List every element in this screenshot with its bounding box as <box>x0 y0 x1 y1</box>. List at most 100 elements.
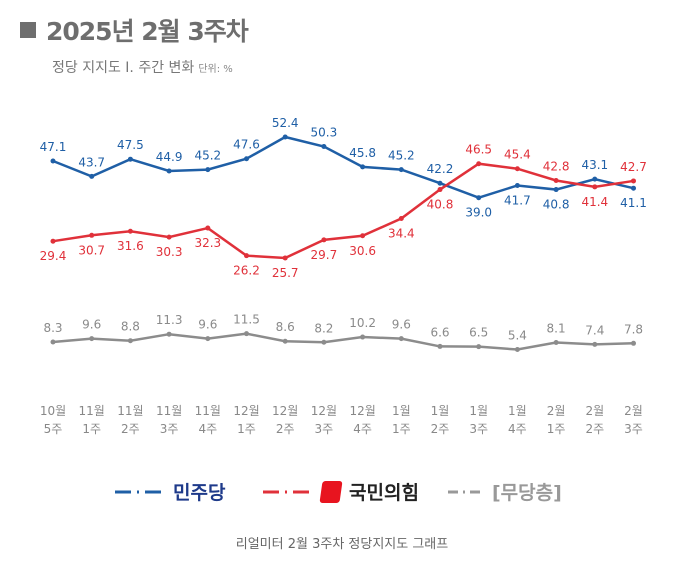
data-label: 43.1 <box>581 158 608 172</box>
x-tick-label: 11월 <box>195 404 221 418</box>
data-label: 9.6 <box>198 318 217 332</box>
legend-label: 국민의힘 <box>349 482 419 504</box>
data-label: 39.0 <box>465 206 492 220</box>
data-point <box>592 176 598 182</box>
ppp-logo-icon <box>319 480 343 503</box>
x-tick-label: 1월 <box>431 404 450 418</box>
data-point <box>398 167 404 173</box>
caption: 리얼미터 2월 3주차 정당지지도 그래프 <box>235 537 449 552</box>
data-point <box>244 253 249 259</box>
data-point <box>514 166 520 172</box>
x-tick-label: 1월 <box>508 404 527 418</box>
data-label: 32.3 <box>194 236 221 250</box>
data-point <box>437 343 443 349</box>
subtitle-text: 정당 지지도 Ⅰ. 주간 변화 <box>52 60 195 76</box>
data-label: 8.2 <box>314 321 333 335</box>
square-bullet-icon <box>20 22 36 38</box>
data-point <box>398 336 404 342</box>
data-point <box>553 187 559 193</box>
data-label: 11.5 <box>233 313 260 327</box>
x-tick-label: 3주 <box>469 422 488 436</box>
data-point <box>166 234 172 240</box>
data-point <box>592 341 598 347</box>
x-tick-label: 2주 <box>431 422 450 436</box>
x-tick-label: 3주 <box>624 422 643 436</box>
data-point <box>89 232 95 238</box>
data-point <box>166 168 172 174</box>
x-tick-label: 12월 <box>272 404 298 418</box>
data-point <box>476 161 482 167</box>
x-tick-label: 1월 <box>392 404 411 418</box>
data-point <box>205 167 211 173</box>
x-tick-label: 2주 <box>276 422 295 436</box>
data-label: 29.7 <box>311 248 338 262</box>
data-label: 50.3 <box>311 126 338 140</box>
x-tick-label: 1주 <box>237 422 256 436</box>
x-tick-label: 5주 <box>44 422 63 436</box>
x-tick-label: 12월 <box>349 404 375 418</box>
data-label: 8.1 <box>547 322 566 336</box>
legend-item-ppp: 국민의힘 <box>263 478 419 505</box>
data-point <box>89 336 95 342</box>
x-tick-label: 1주 <box>547 422 566 436</box>
data-label: 47.1 <box>40 140 67 154</box>
x-tick-label: 11월 <box>117 404 143 418</box>
data-point <box>205 225 211 231</box>
series-line-2 <box>52 332 634 351</box>
series-line-0 <box>52 135 634 200</box>
data-label: 10.2 <box>349 316 376 330</box>
data-label: 41.4 <box>581 195 608 209</box>
chart-subtitle: 정당 지지도 Ⅰ. 주간 변화 단위: % <box>52 57 233 77</box>
data-label: 40.8 <box>543 198 570 212</box>
data-point <box>321 144 327 150</box>
data-label: 7.8 <box>624 322 643 336</box>
data-label: 42.2 <box>427 162 454 176</box>
data-label: 30.7 <box>78 243 105 257</box>
x-tick-label: 2주 <box>585 422 604 436</box>
data-label: 11.3 <box>156 313 183 327</box>
data-label: 6.6 <box>430 325 449 339</box>
data-label: 42.8 <box>543 159 570 173</box>
data-point <box>321 339 327 345</box>
data-label: 43.7 <box>78 155 105 169</box>
data-label: 8.8 <box>121 320 140 334</box>
data-point <box>50 339 56 345</box>
data-label: 5.4 <box>508 329 527 343</box>
data-label: 41.1 <box>620 196 647 210</box>
data-point <box>127 228 133 234</box>
x-tick-label: 4주 <box>198 422 217 436</box>
data-label: 6.5 <box>469 326 488 340</box>
x-tick-label: 4주 <box>508 422 527 436</box>
legend-item-independent: [무당층] <box>448 478 562 505</box>
data-label: 8.6 <box>276 320 295 334</box>
data-point <box>50 158 56 164</box>
legend-label: [무당층] <box>492 482 562 504</box>
x-tick-label: 11월 <box>79 404 105 418</box>
data-point <box>360 334 366 340</box>
chart-title: 2025년 2월 3주차 <box>20 12 249 48</box>
data-point <box>553 177 559 183</box>
x-tick-label: 11월 <box>156 404 182 418</box>
legend-label: 민주당 <box>173 482 226 504</box>
data-label: 41.7 <box>504 193 531 207</box>
x-tick-label: 1주 <box>82 422 101 436</box>
x-tick-label: 12월 <box>233 404 259 418</box>
legend-item-democratic: 민주당 <box>115 478 225 505</box>
data-point <box>205 336 211 342</box>
data-point <box>631 178 636 184</box>
title-text: 2025년 2월 3주차 <box>46 17 249 46</box>
series-line-1 <box>52 162 634 260</box>
data-point <box>631 185 636 191</box>
data-label: 45.4 <box>504 148 531 162</box>
data-point <box>553 340 559 346</box>
data-label: 31.6 <box>117 239 144 253</box>
data-label: 42.7 <box>620 160 647 174</box>
x-tick-label: 1주 <box>392 422 411 436</box>
x-tick-label: 1월 <box>469 404 488 418</box>
data-label: 25.7 <box>272 266 299 280</box>
data-point <box>282 134 288 140</box>
data-label: 47.5 <box>117 138 144 152</box>
x-tick-label: 10월 <box>40 404 66 418</box>
x-tick-label: 2월 <box>624 404 643 418</box>
